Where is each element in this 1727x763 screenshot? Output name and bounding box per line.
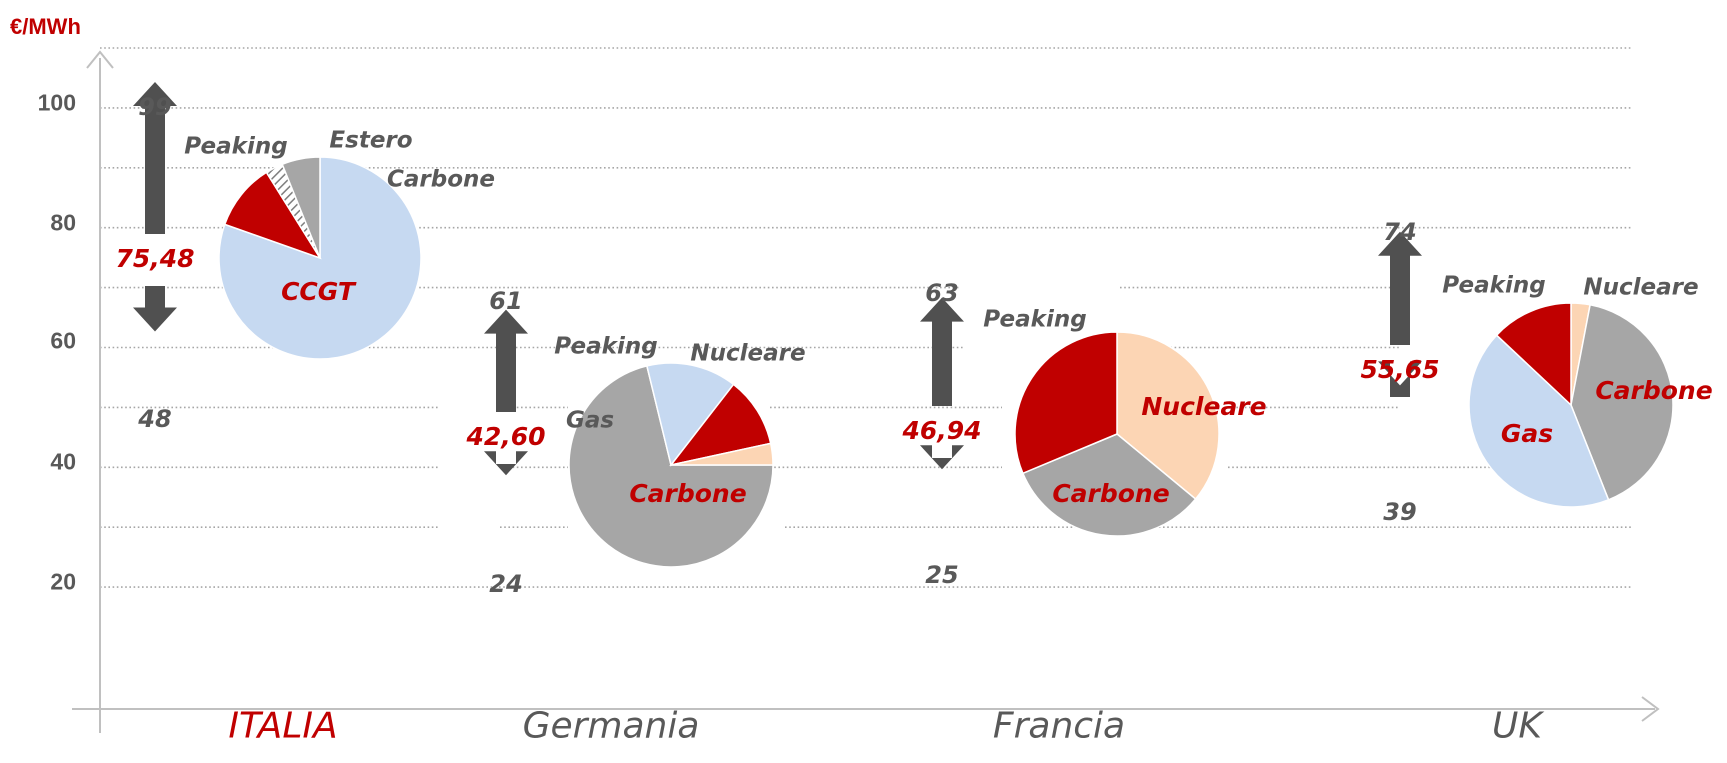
uk-slice-label-carbone: Carbone [1595, 376, 1712, 405]
germania-avg-label: 42,60 [465, 422, 545, 451]
francia-avg-label: 46,94 [901, 416, 981, 445]
uk-max-arrow [1378, 231, 1422, 345]
francia-slice-label-carbone: Carbone [1052, 479, 1169, 508]
y-tick-label-20: 20 [50, 568, 76, 595]
uk-slice-label-nucleare: Nucleare [1583, 275, 1698, 301]
chart-marks: 99 48 75,48 CCGT Peaking Estero Carbone 61 24 42,… [115, 81, 1713, 598]
italia-pie-slice-peaking [223, 171, 322, 260]
y-tick-label-60: 60 [50, 327, 76, 354]
germania-slice-label-gas: Gas [566, 408, 614, 434]
uk-slice-label-gas: Gas [1501, 419, 1553, 448]
italia-min-label: 48 [137, 405, 171, 433]
germania-min-label: 24 [489, 570, 522, 598]
francia-pie-slice-nucleare [1116, 331, 1220, 501]
uk-slice-label-peaking: Peaking [1442, 273, 1545, 299]
italia-slice-label-carbone: Carbone [387, 167, 495, 193]
italia-slice-label-estero: Estero [329, 128, 412, 154]
francia-max-arrow [920, 297, 964, 406]
francia-pie-slice-carbone [1021, 433, 1197, 537]
uk-pie-slice-gas [1468, 334, 1610, 508]
italia-max-arrow [133, 81, 177, 235]
italia-min-arrow [133, 286, 177, 332]
italia-pie-slice-carbone [281, 156, 321, 259]
y-tick-label-100: 100 [37, 89, 76, 116]
uk-pie-slice-carbone [1570, 303, 1674, 501]
francia-min-arrow [920, 445, 964, 470]
uk-min-arrow [1378, 361, 1422, 397]
germania-pie-slice-peaking [669, 383, 772, 467]
italia-max-label: 99 [138, 93, 171, 121]
germania-slice-label-nucleare: Nucleare [690, 341, 805, 367]
italia-slice-label-peaking: Peaking [184, 134, 287, 160]
germania-pie-slice-gas [645, 362, 735, 467]
germania-pie-slice-nucleare [670, 442, 774, 466]
francia-slice-label-peaking: Peaking [983, 307, 1086, 333]
germania-min-arrow [484, 451, 528, 476]
y-tick-label-80: 80 [50, 209, 76, 236]
uk-pie-slice-peaking [1495, 302, 1572, 407]
francia-min-label: 25 [925, 561, 958, 589]
country-label-francia: Francia [992, 705, 1126, 747]
uk-min-label: 39 [1383, 498, 1416, 526]
germania-max-arrow [484, 309, 528, 412]
axes [72, 50, 1660, 733]
y-axis-arrowhead [86, 50, 114, 69]
y-axis-label: €/MWh [10, 14, 81, 39]
gridlines [100, 47, 1632, 588]
x-axis-arrowhead [1641, 696, 1660, 722]
italia-slice-label-ccgt: CCGT [281, 277, 357, 306]
germania-slice-label-carbone: Carbone [629, 479, 746, 508]
italia-avg-label: 75,48 [115, 244, 194, 273]
germania-slice-label-peaking: Peaking [554, 334, 657, 360]
country-label-uk: UK [1492, 705, 1542, 747]
francia-slice-label-nucleare: Nucleare [1141, 392, 1266, 421]
francia-max-label: 63 [925, 279, 958, 307]
country-label-germania: Germania [522, 705, 700, 747]
germania-pie-slice-carbone [568, 364, 774, 568]
uk-avg-label: 55,65 [1360, 355, 1439, 384]
francia-pie-slice-peaking [1014, 331, 1118, 475]
y-tick-label-40: 40 [50, 448, 76, 475]
uk-max-label: 74 [1383, 218, 1416, 246]
germania-max-label: 61 [489, 287, 522, 315]
country-label-italia: ITALIA [228, 705, 338, 747]
